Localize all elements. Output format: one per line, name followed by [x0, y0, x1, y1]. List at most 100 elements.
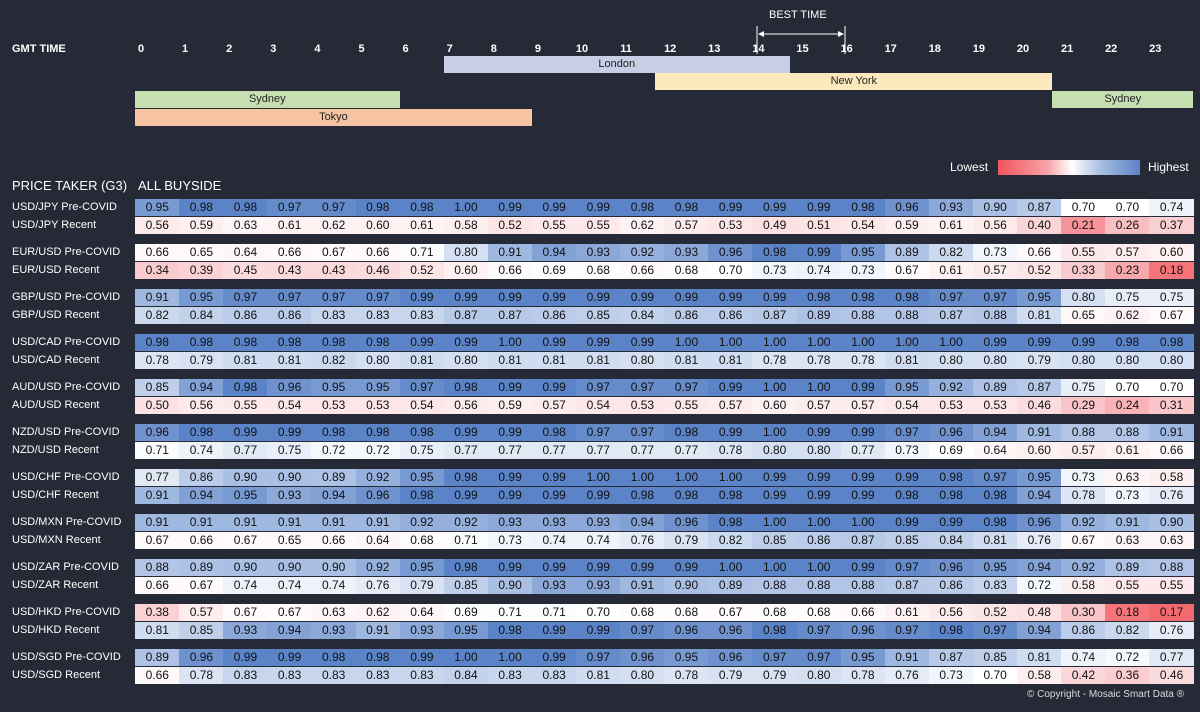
heatmap-cell: 0.96 [1017, 514, 1062, 531]
best-time-marker [756, 26, 846, 54]
heatmap-cell: 0.66 [1017, 244, 1062, 261]
heatmap-cell: 0.90 [311, 559, 356, 576]
heatmap-cell: 0.99 [487, 469, 533, 486]
heatmap-cell: 1.00 [708, 469, 753, 486]
heatmap-cell: 1.00 [752, 559, 797, 576]
heatmap-cell: 0.77 [1149, 649, 1194, 666]
heatmap-cell: 0.77 [620, 441, 665, 459]
heatmap-cell: 0.98 [223, 334, 268, 351]
heatmap-cell: 0.89 [884, 244, 930, 261]
heatmap-cell: 0.57 [531, 396, 577, 414]
heatmap-cell: 0.57 [972, 261, 1018, 279]
heatmap-cell: 0.99 [443, 424, 489, 441]
heatmap-cell: 0.54 [576, 396, 621, 414]
heatmap-cell: 0.87 [487, 306, 533, 324]
heatmap-cell: 0.97 [796, 649, 842, 666]
heatmap-cell: 1.00 [752, 334, 797, 351]
heatmap-cell: 0.97 [355, 289, 401, 306]
heatmap-cell: 0.69 [531, 261, 577, 279]
heatmap-cell: 0.55 [1061, 244, 1106, 261]
heatmap-cell: 0.99 [531, 649, 577, 666]
heatmap-cell: 0.98 [223, 199, 268, 216]
hour-tick: 2 [226, 43, 233, 55]
heatmap-cell: 0.24 [1105, 396, 1150, 414]
heatmap-cell: 0.53 [355, 396, 401, 414]
heatmap-cell: 0.95 [355, 379, 401, 396]
heatmap-cell: 0.98 [443, 469, 489, 486]
heatmap-cell: 0.98 [708, 486, 753, 504]
heatmap-cell: 0.87 [752, 306, 797, 324]
heatmap-cell: 0.79 [752, 666, 797, 684]
heatmap-cell: 1.00 [752, 514, 797, 531]
session-bar-london: London [443, 56, 790, 73]
row-label: USD/JPY Pre-COVID [12, 201, 117, 213]
heatmap-cell: 0.97 [928, 289, 974, 306]
heatmap-cell: 0.56 [928, 604, 974, 621]
row-label: USD/CAD Pre-COVID [12, 336, 121, 348]
heatmap-cell: 0.42 [1061, 666, 1106, 684]
heatmap-cell: 0.92 [620, 244, 665, 261]
heatmap-cell: 0.99 [576, 621, 621, 639]
hour-tick: 4 [314, 43, 321, 55]
heatmap-cell: 0.95 [311, 379, 356, 396]
heatmap-cell: 0.81 [487, 351, 533, 369]
heatmap-cell: 0.67 [223, 604, 268, 621]
heatmap-cell: 0.66 [267, 244, 312, 261]
heatmap-cell: 0.75 [399, 441, 445, 459]
heatmap-cell: 1.00 [664, 334, 709, 351]
heatmap-cell: 0.57 [708, 396, 753, 414]
heatmap-cell: 1.00 [752, 379, 797, 396]
heatmap-cell: 0.98 [620, 199, 665, 216]
heatmap-cell: 0.90 [972, 199, 1018, 216]
heatmap-cell: 1.00 [884, 334, 930, 351]
heatmap-cell: 1.00 [796, 379, 842, 396]
heatmap-cell: 0.95 [664, 649, 709, 666]
heatmap-cell: 0.87 [928, 649, 974, 666]
heatmap-cell: 0.99 [1017, 334, 1062, 351]
heatmap-cell: 0.98 [355, 649, 401, 666]
heatmap-cell: 0.78 [664, 666, 709, 684]
heatmap-cell: 0.79 [1017, 351, 1062, 369]
heatmap-cell: 0.94 [1017, 559, 1062, 576]
heatmap-cell: 0.99 [840, 379, 886, 396]
heatmap-cell: 0.80 [796, 441, 842, 459]
heatmap-cell: 0.63 [1149, 531, 1194, 549]
hour-tick: 7 [446, 43, 453, 55]
heatmap-cell: 0.60 [355, 216, 401, 234]
heatmap-cell: 0.80 [796, 666, 842, 684]
heatmap-cell: 0.66 [355, 244, 401, 261]
heatmap-cell: 0.99 [576, 334, 621, 351]
heatmap-cell: 0.53 [928, 396, 974, 414]
heatmap-cell: 0.99 [267, 424, 312, 441]
heatmap-cell: 0.46 [355, 261, 401, 279]
heatmap-cell: 0.96 [664, 514, 709, 531]
heatmap-cell: 0.98 [664, 486, 709, 504]
heatmap-cell: 0.76 [355, 576, 401, 594]
heatmap-cell: 0.85 [443, 576, 489, 594]
heatmap-cell: 0.89 [311, 469, 356, 486]
heatmap-cell: 0.54 [884, 396, 930, 414]
heatmap-cell: 0.66 [1149, 441, 1194, 459]
heatmap-cell: 0.95 [399, 469, 445, 486]
heatmap-cell: 0.73 [752, 261, 797, 279]
heatmap-cell: 0.98 [311, 334, 356, 351]
heatmap-cell: 0.98 [928, 469, 974, 486]
heatmap-cell: 1.00 [620, 469, 665, 486]
row-label: GBP/USD Recent [12, 308, 100, 321]
heatmap-cell: 0.98 [752, 621, 797, 639]
hour-tick: 20 [1016, 43, 1030, 55]
heatmap-cell: 0.61 [928, 216, 974, 234]
row-label: AUD/USD Recent [12, 398, 100, 411]
heatmap-cell: 0.95 [1017, 469, 1062, 486]
heatmap-cell: 0.33 [1061, 261, 1106, 279]
heatmap-cell: 0.80 [1061, 289, 1106, 306]
heatmap-cell: 0.91 [1149, 424, 1194, 441]
heatmap-cell: 0.93 [531, 514, 577, 531]
heatmap-cell: 0.72 [311, 441, 356, 459]
heatmap-cell: 0.96 [179, 649, 224, 666]
heatmap-cell: 0.74 [531, 531, 577, 549]
heatmap-cell: 0.73 [1105, 486, 1150, 504]
heatmap-cell: 0.73 [972, 244, 1018, 261]
heatmap-cell: 0.99 [752, 469, 797, 486]
heatmap-cell: 0.53 [972, 396, 1018, 414]
